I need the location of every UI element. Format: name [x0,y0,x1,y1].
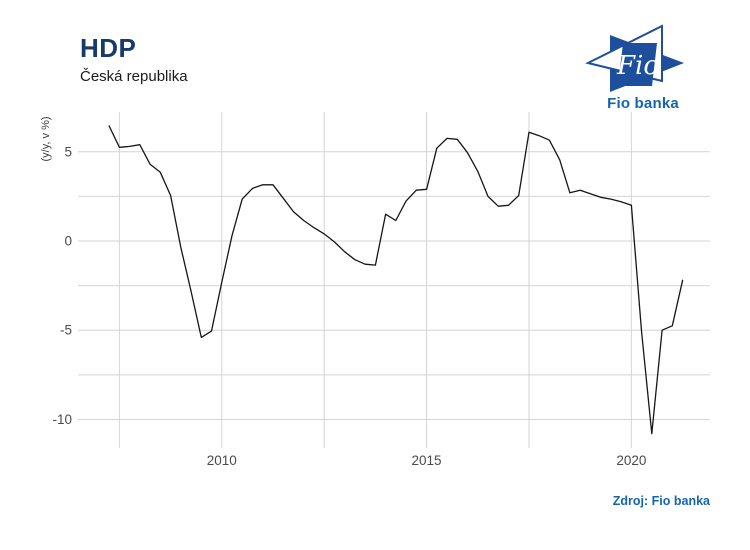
y-tick-label: 5 [64,144,72,159]
fio-logo: Fio Fio banka [585,22,701,112]
x-tick-label: 2020 [616,453,646,468]
x-tick-label: 2015 [412,453,442,468]
y-tick-label: 0 [64,234,72,249]
fio-logo-icon: Fio [585,24,684,92]
y-tick-label: -10 [52,412,72,427]
fio-logo-wordmark: Fio banka [607,95,679,112]
gdp-line-series [108,125,684,435]
source-label: Zdroj: Fio banka [612,494,710,508]
x-tick-label: 2010 [207,453,237,468]
page-title: HDP [80,33,137,63]
logo-monogram: Fio [616,51,659,81]
logo-parallelogram [618,43,657,86]
y-tick-label: -5 [60,323,72,338]
page-subtitle: Česká republika [80,68,188,85]
